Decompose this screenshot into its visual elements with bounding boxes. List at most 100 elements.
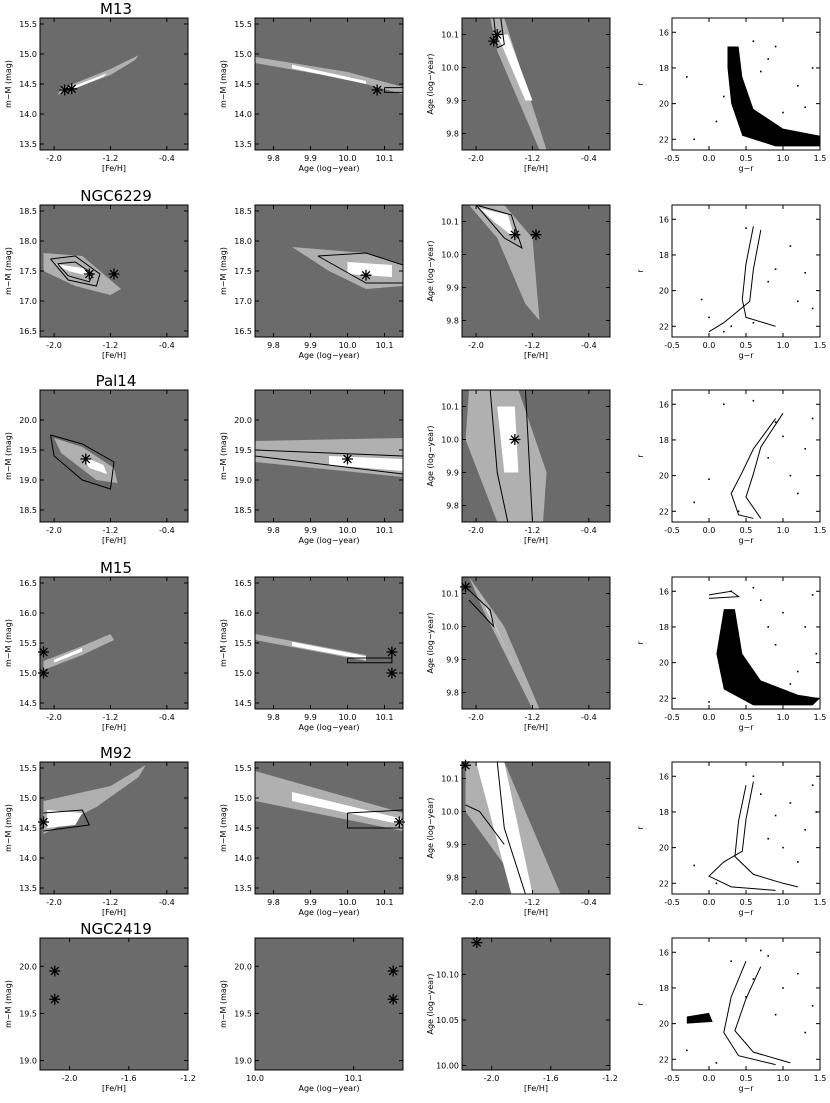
plot-area xyxy=(686,40,820,147)
y-axis-label: r xyxy=(636,82,645,86)
panel-title: NGC6229 xyxy=(80,187,152,205)
x-axis-label: [Fe/H] xyxy=(102,164,126,173)
y-tick-label: 20 xyxy=(659,472,669,481)
y-axis-label: m−M (mag) xyxy=(4,60,13,108)
star-dot xyxy=(774,1013,777,1016)
y-axis-label: r xyxy=(636,454,645,458)
contour-line xyxy=(723,960,776,1066)
y-tick-label: 20 xyxy=(659,287,669,296)
plot-frame xyxy=(461,937,611,1071)
x-axis-label: Age (log−year) xyxy=(298,908,359,917)
best-fit-star xyxy=(387,993,399,1005)
star-dot xyxy=(782,987,784,989)
y-tick-label: 13.5 xyxy=(234,140,252,149)
x-tick-label: -0.4 xyxy=(159,154,175,163)
y-tick-label: 15.5 xyxy=(19,20,37,29)
x-tick-label: -1.2 xyxy=(103,898,119,907)
star-dot xyxy=(811,594,814,596)
x-tick-label: -0.4 xyxy=(581,713,597,722)
star-dot xyxy=(804,828,806,831)
plot-area xyxy=(255,771,403,831)
x-axis-label: [Fe/H] xyxy=(102,908,126,917)
x-tick-label: -1.2 xyxy=(525,898,541,907)
x-tick-label: 0.0 xyxy=(703,154,716,163)
star-dot xyxy=(774,421,777,423)
star-dot xyxy=(708,701,710,703)
y-tick-label: 19.0 xyxy=(19,1057,37,1066)
star-dot xyxy=(767,280,769,283)
y-tick-label: 15.5 xyxy=(234,20,252,29)
y-tick-label: 19.0 xyxy=(234,476,252,485)
y-tick-label: 10.0 xyxy=(441,623,459,632)
x-tick-label: -0.4 xyxy=(581,154,597,163)
star-dot xyxy=(811,307,814,310)
contour-line xyxy=(317,252,403,284)
star-dot xyxy=(752,586,755,589)
best-fit-star xyxy=(387,965,399,977)
region xyxy=(497,406,519,473)
x-tick-label: -1.2 xyxy=(103,154,119,163)
x-axis-label: Age (log−year) xyxy=(298,536,359,545)
region xyxy=(469,205,540,321)
star-dot xyxy=(774,268,777,271)
x-tick-label: 1.5 xyxy=(814,713,827,722)
x-tick-label: 1.5 xyxy=(814,898,827,907)
x-tick-label: 0.0 xyxy=(703,1074,716,1083)
y-tick-label: 18.5 xyxy=(234,207,252,216)
y-tick-label: 18 xyxy=(659,64,669,73)
y-tick-label: 16.5 xyxy=(234,579,252,588)
y-tick-label: 14.5 xyxy=(234,80,252,89)
plot-background xyxy=(40,938,188,1070)
y-tick-label: 10.05 xyxy=(436,1016,459,1025)
y-tick-label: 14.5 xyxy=(234,699,252,708)
y-tick-label: 22 xyxy=(659,322,669,331)
y-tick-label: 10.0 xyxy=(441,436,459,445)
star-dot xyxy=(815,652,818,655)
region xyxy=(54,647,83,663)
x-tick-label: 10.1 xyxy=(345,1074,363,1083)
region xyxy=(347,262,392,277)
x-tick-label: -2.0 xyxy=(46,898,62,907)
contour-line xyxy=(255,455,403,475)
star-dot xyxy=(715,1062,718,1064)
region xyxy=(716,609,820,706)
x-tick-label: 0.0 xyxy=(703,526,716,535)
y-tick-label: 9.8 xyxy=(446,130,459,139)
y-tick-label: 14.5 xyxy=(19,699,37,708)
y-tick-label: 18.0 xyxy=(19,237,37,246)
star-dot xyxy=(782,846,784,849)
region xyxy=(686,1012,713,1024)
x-tick-label: 10.0 xyxy=(339,713,357,722)
x-axis-label: [Fe/H] xyxy=(524,908,548,917)
x-axis-label: [Fe/H] xyxy=(524,536,548,545)
x-tick-label: -0.4 xyxy=(581,341,597,350)
contour-line xyxy=(475,205,523,249)
star-dot xyxy=(804,271,806,274)
y-tick-label: 17.5 xyxy=(234,267,252,276)
plot-background xyxy=(40,762,188,894)
region xyxy=(68,73,107,92)
y-axis-label: m−M (mag) xyxy=(219,619,228,667)
plot-background xyxy=(672,762,820,894)
y-axis-label: m−M (mag) xyxy=(219,804,228,852)
best-fit-star xyxy=(491,29,503,40)
x-axis-label: g−r xyxy=(738,536,754,545)
y-tick-label: 14.5 xyxy=(234,824,252,833)
y-axis-label: Age (log−year) xyxy=(426,53,435,114)
y-tick-label: 16 xyxy=(659,587,669,596)
region xyxy=(727,46,820,147)
star-dot xyxy=(797,300,799,303)
x-tick-label: -0.4 xyxy=(159,898,175,907)
x-tick-label: -0.5 xyxy=(664,713,680,722)
x-tick-label: 10.1 xyxy=(376,713,394,722)
y-tick-label: 15.0 xyxy=(234,50,252,59)
star-dot xyxy=(737,510,740,513)
y-tick-label: 15.5 xyxy=(234,764,252,773)
star-dot xyxy=(811,67,814,69)
star-dot xyxy=(693,501,695,504)
y-tick-label: 18.5 xyxy=(19,506,37,515)
x-tick-label: -2.0 xyxy=(46,713,62,722)
x-tick-label: 9.9 xyxy=(304,154,317,163)
y-tick-label: 15.0 xyxy=(234,794,252,803)
plot-area xyxy=(43,253,122,295)
